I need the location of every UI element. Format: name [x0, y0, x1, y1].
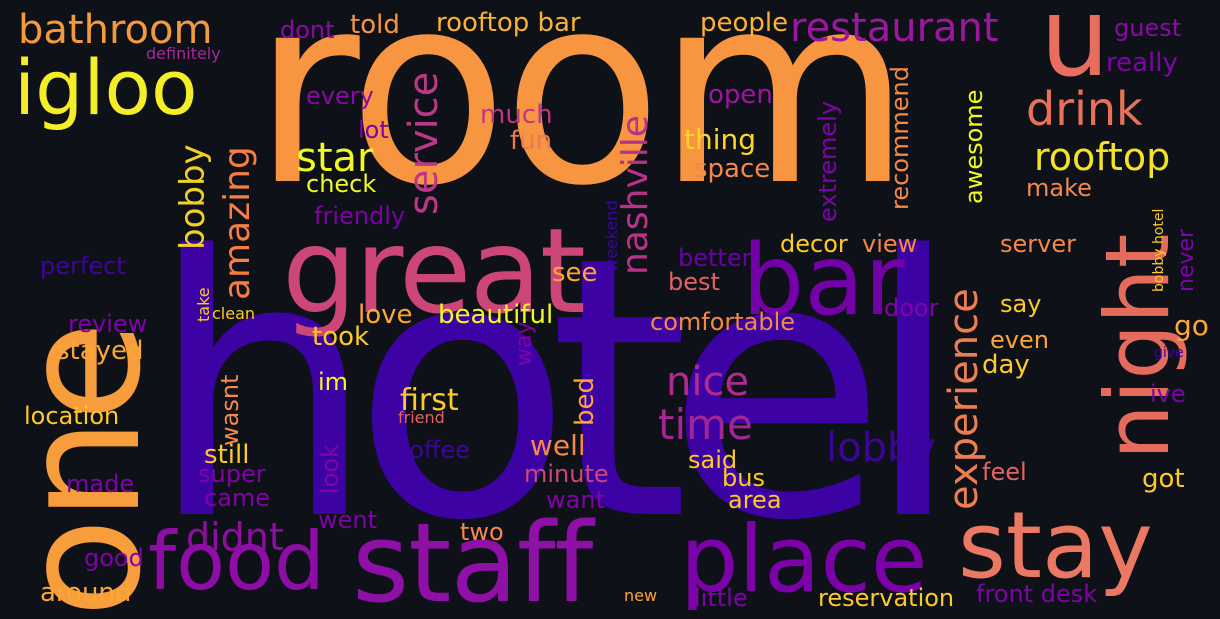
word-door: door — [884, 294, 939, 322]
word-decor: decor — [780, 230, 848, 258]
word-much: much — [480, 100, 553, 130]
word-rooftop: rooftop — [1034, 135, 1171, 179]
word-friendly: friendly — [314, 202, 406, 230]
word-definitely: definitely — [146, 44, 221, 63]
word-day: day — [982, 350, 1030, 380]
word-space: space — [694, 154, 771, 184]
word-super: super — [198, 460, 266, 488]
word-good: good — [84, 544, 144, 572]
word-coffee: coffee — [396, 436, 470, 464]
word-amazing: amazing — [217, 146, 258, 300]
word-nice: nice — [666, 359, 750, 405]
word-really: really — [1106, 48, 1178, 78]
word-lot: lot — [358, 116, 389, 144]
word-guest: guest — [1114, 14, 1182, 42]
word-bathroom: bathroom — [18, 7, 213, 53]
word-told: told — [350, 10, 400, 40]
word-time: time — [658, 400, 753, 449]
word-friend: friend — [398, 408, 445, 427]
word-didnt: didnt — [186, 515, 284, 559]
word-first: first — [400, 383, 459, 418]
word-feel: feel — [982, 458, 1027, 486]
word-people: people — [700, 8, 789, 38]
word-new: new — [624, 586, 658, 605]
word-best: best — [668, 268, 720, 296]
word-want: want — [546, 486, 605, 514]
word-perfect: perfect — [40, 252, 126, 280]
word-extremely: extremely — [814, 100, 842, 222]
word-stayed: stayed — [56, 336, 144, 366]
word-reservation: reservation — [818, 584, 955, 612]
word-minute: minute — [524, 460, 609, 488]
word-restaurant: restaurant — [790, 5, 999, 51]
word-experience: experience — [941, 288, 987, 510]
word-rooftop-bar: rooftop bar — [436, 8, 581, 38]
word-drink: drink — [1026, 82, 1143, 136]
word-bed: bed — [570, 376, 600, 426]
word-fun: fun — [510, 126, 553, 156]
word-bobby: bobby — [173, 144, 213, 250]
word-two: two — [460, 518, 504, 546]
word-say: say — [1000, 290, 1042, 318]
word-better: better — [678, 244, 752, 272]
word-dont: dont — [280, 16, 335, 44]
word-came: came — [204, 484, 271, 512]
word-weekend: weekend — [602, 200, 621, 272]
word-location: location — [24, 402, 120, 430]
word-said: said — [688, 446, 738, 474]
word-star: star — [296, 135, 374, 181]
word-view: view — [862, 230, 918, 258]
word-went: went — [318, 506, 378, 534]
word-hotel: hotel — [148, 180, 963, 599]
word-made: made — [66, 470, 135, 498]
word-even: even — [990, 326, 1049, 354]
word-service: service — [401, 71, 447, 215]
word-recommend: recommend — [886, 66, 914, 210]
word-ive: ive — [1150, 380, 1186, 408]
word-nashville: nashville — [615, 115, 656, 275]
word-got: got — [1142, 464, 1185, 494]
word-im: im — [318, 368, 349, 396]
word-igloo: igloo — [14, 43, 198, 132]
word-food: food — [148, 515, 325, 608]
word-way: way — [512, 321, 537, 367]
word-great: great — [282, 202, 586, 340]
word-still: still — [204, 440, 250, 470]
word-give: give — [1154, 345, 1184, 361]
word-awesome: awesome — [960, 89, 988, 204]
word-go: go — [1174, 309, 1209, 342]
word-check: check — [306, 170, 377, 198]
word-place: place — [680, 506, 928, 613]
word-bus: bus — [722, 464, 765, 492]
word-bar: bar — [742, 224, 905, 338]
word-never: never — [1174, 228, 1199, 292]
word-well: well — [530, 429, 586, 462]
word-review: review — [68, 310, 148, 338]
word-little: little — [694, 584, 748, 612]
word-open: open — [708, 80, 773, 110]
word-u: u — [1040, 0, 1110, 101]
word-took: took — [312, 322, 370, 352]
word-stay: stay — [958, 492, 1153, 599]
word-area: area — [728, 486, 782, 514]
word-room: room — [252, 0, 912, 243]
word-wasnt: wasnt — [216, 374, 244, 446]
word-comfortable: comfortable — [650, 308, 796, 336]
word-clean: clean — [212, 304, 256, 323]
word-every: every — [306, 82, 374, 110]
word-server: server — [1000, 230, 1076, 258]
word-around: around — [40, 578, 132, 608]
word-staff: staff — [352, 499, 593, 619]
word-look: look — [316, 444, 344, 494]
word-make: make — [1026, 174, 1092, 202]
word-love: love — [358, 300, 413, 330]
word-lobby: lobby — [826, 425, 937, 471]
word-see: see — [552, 258, 598, 288]
word-bobby-hotel: bobby hotel — [1151, 208, 1167, 292]
word-thing: thing — [684, 123, 757, 156]
word-take: take — [194, 287, 213, 322]
word-beautiful: beautiful — [438, 300, 554, 330]
word-front-desk: front desk — [976, 580, 1098, 608]
